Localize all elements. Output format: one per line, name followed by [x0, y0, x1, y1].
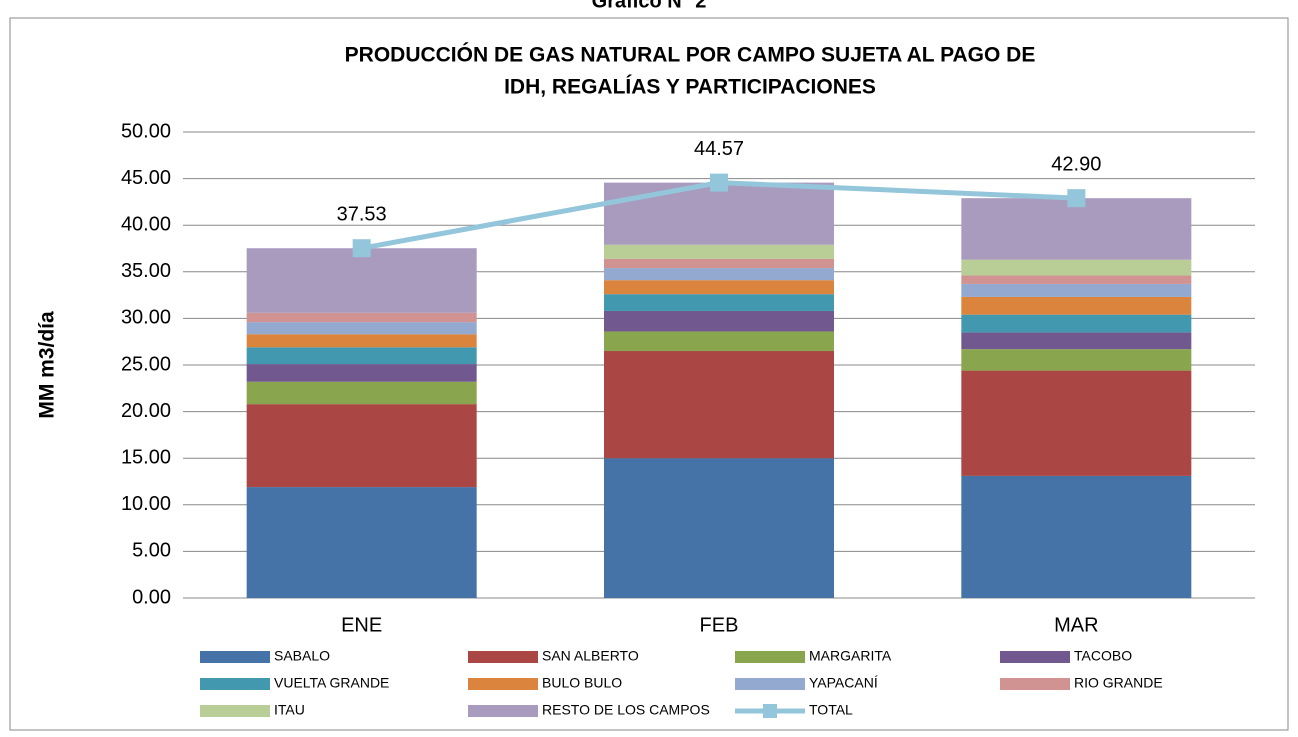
y-tick-label: 15.00: [121, 446, 171, 468]
data-label: 42.90: [1051, 153, 1101, 175]
bar-segment: [604, 258, 834, 269]
legend-swatch: [735, 651, 805, 663]
y-axis-label: MM m3/día: [36, 311, 59, 419]
bar-segment: [604, 294, 834, 311]
bar-segment: [246, 334, 477, 348]
legend-label: RIO GRANDE: [1074, 675, 1163, 691]
bar-segment: [961, 198, 1192, 260]
legend-label: VUELTA GRANDE: [274, 675, 389, 691]
y-tick-label: 20.00: [121, 400, 171, 422]
data-label: 37.53: [337, 204, 387, 226]
legend-label: SABALO: [274, 648, 330, 664]
bar-segment: [604, 310, 834, 332]
legend-swatch: [1000, 678, 1070, 690]
data-label: 44.57: [694, 138, 744, 160]
legend-swatch: [763, 704, 777, 718]
x-tick-label: MAR: [1054, 614, 1098, 636]
legend-label: TACOBO: [1074, 648, 1132, 664]
bar-segment: [246, 364, 477, 382]
x-tick-label: FEB: [700, 614, 739, 636]
bar-segment: [961, 349, 1192, 371]
bar-segment: [246, 381, 477, 405]
legend-label: RESTO DE LOS CAMPOS: [542, 702, 710, 718]
total-marker: [352, 239, 371, 258]
legend-label: YAPACANÍ: [809, 675, 878, 691]
x-tick-label: ENE: [341, 614, 382, 636]
bar-segment: [246, 404, 477, 488]
y-tick-label: 10.00: [121, 493, 171, 515]
legend-label: SAN ALBERTO: [542, 648, 639, 664]
bar-segment: [604, 268, 834, 281]
bar-segment: [961, 370, 1192, 476]
bar-segment: [604, 331, 834, 352]
y-tick-label: 40.00: [121, 213, 171, 235]
chart-title: IDH, REGALÍAS Y PARTICIPACIONES: [504, 76, 876, 99]
legend-label: MARGARITA: [809, 648, 892, 664]
bar-segment: [604, 280, 834, 295]
total-marker: [1067, 189, 1086, 208]
legend-swatch: [468, 651, 538, 663]
legend-swatch: [200, 651, 270, 663]
legend-swatch: [468, 678, 538, 690]
bar-segment: [961, 475, 1192, 598]
bar-segment: [961, 296, 1192, 315]
bar-segment: [604, 244, 834, 259]
chart-title: PRODUCCIÓN DE GAS NATURAL POR CAMPO SUJE…: [345, 43, 1036, 67]
bar-segment: [604, 458, 834, 598]
legend-swatch: [468, 705, 538, 717]
bar-segment: [604, 182, 834, 245]
y-tick-label: 35.00: [121, 260, 171, 282]
y-tick-label: 25.00: [121, 353, 171, 375]
legend-swatch: [1000, 651, 1070, 663]
y-tick-label: 45.00: [121, 167, 171, 189]
y-tick-label: 50.00: [121, 120, 171, 142]
bar-segment: [961, 283, 1192, 297]
legend-label: BULO BULO: [542, 675, 622, 691]
bar-segment: [961, 332, 1192, 350]
bar-segment: [246, 312, 477, 323]
bar-segment: [246, 322, 477, 335]
super-title: Gráfico N° 2: [592, 0, 707, 12]
legend-swatch: [200, 678, 270, 690]
y-tick-label: 30.00: [121, 307, 171, 329]
bar-segment: [246, 347, 477, 365]
bar-segment: [961, 314, 1192, 333]
bar-segment: [604, 351, 834, 459]
bar-segment: [961, 259, 1192, 276]
legend-swatch: [735, 678, 805, 690]
bar-segment: [246, 248, 477, 313]
legend-label: TOTAL: [809, 702, 853, 718]
bar-segment: [961, 275, 1192, 284]
bar-segment: [246, 487, 477, 598]
total-marker: [710, 173, 728, 192]
legend-label: ITAU: [274, 702, 305, 718]
legend-swatch: [200, 705, 270, 717]
y-tick-label: 0.00: [132, 586, 171, 608]
y-tick-label: 5.00: [132, 540, 171, 562]
